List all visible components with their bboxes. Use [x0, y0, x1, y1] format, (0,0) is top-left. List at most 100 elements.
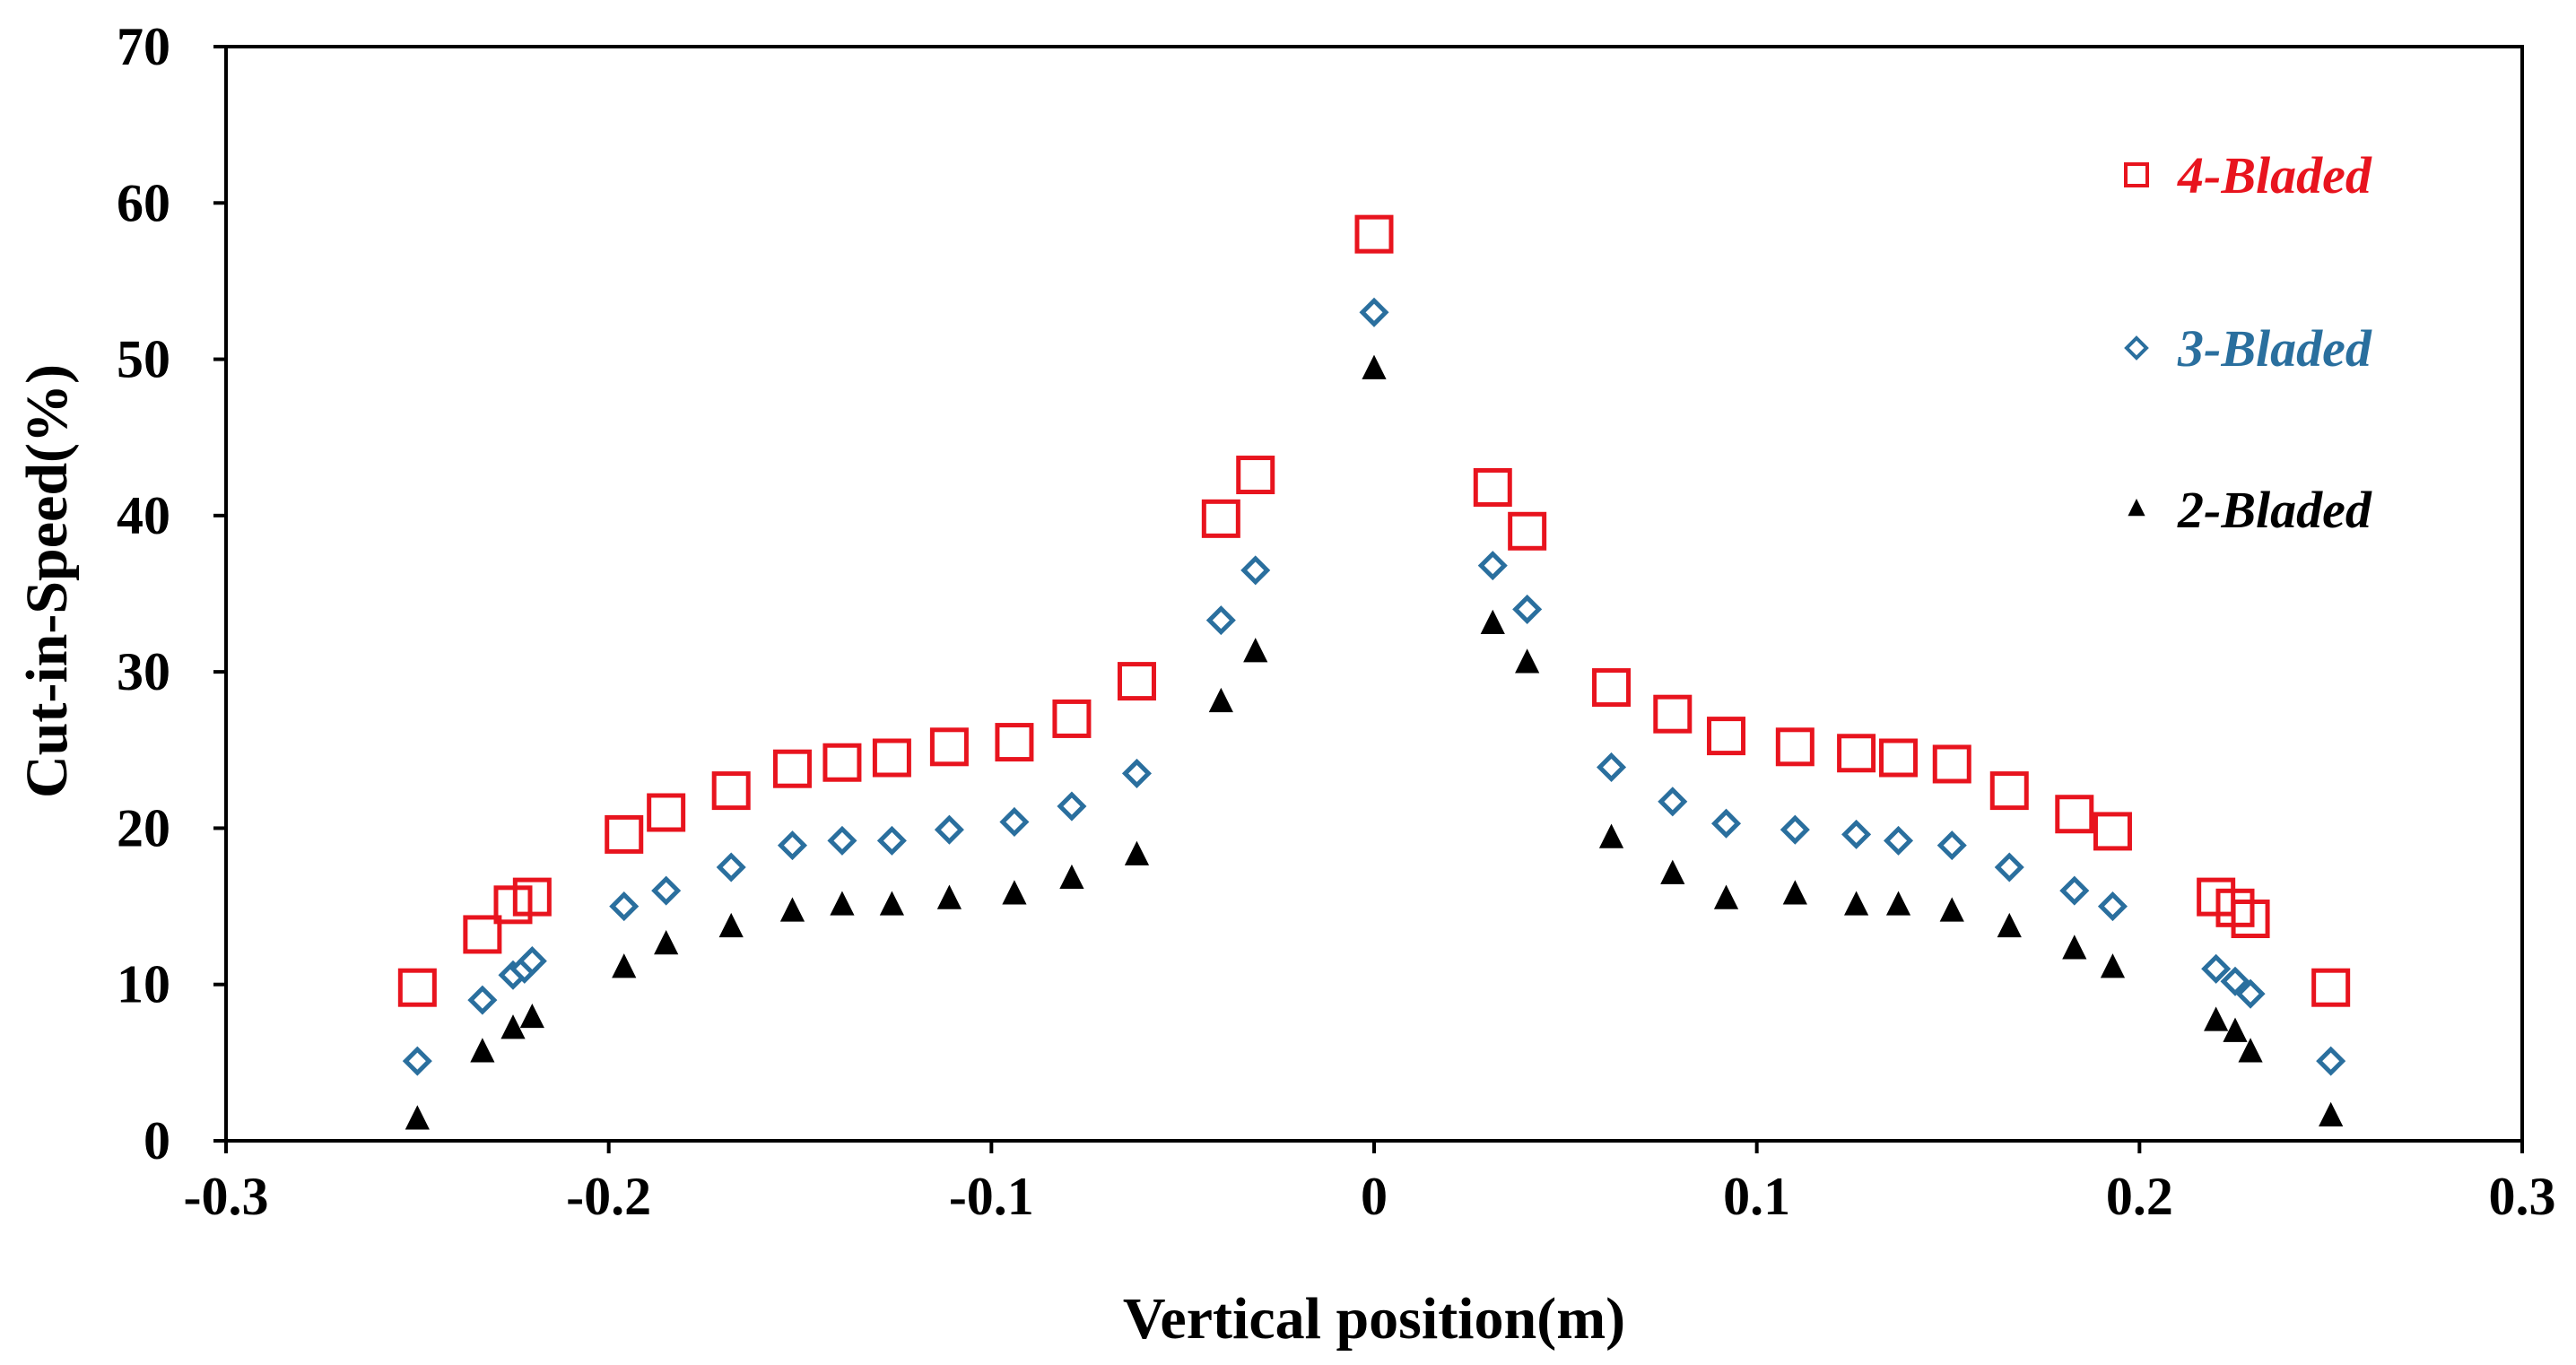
- x-tick-label: -0.3: [184, 1167, 269, 1226]
- data-point: [1117, 662, 1156, 701]
- data-point: [1707, 717, 1746, 756]
- data-point: [2100, 953, 2126, 978]
- data-point: [654, 930, 679, 955]
- data-point: [1775, 727, 1815, 767]
- legend-marker: [2124, 162, 2149, 187]
- data-point: [2231, 900, 2270, 939]
- series-3-bladed: [402, 297, 2346, 1076]
- series-4-bladed: [397, 214, 2351, 1007]
- legend-entry: 2-Bladed: [2128, 481, 2372, 539]
- data-point: [1713, 884, 1739, 909]
- legend-label: 4-Bladed: [2177, 146, 2372, 204]
- data-point: [1596, 752, 1627, 782]
- data-point: [467, 985, 498, 1015]
- y-tick-label: 10: [117, 955, 170, 1014]
- data-point: [876, 825, 907, 856]
- data-point: [718, 912, 744, 938]
- data-point: [711, 771, 751, 811]
- data-point: [1780, 814, 1810, 845]
- data-point: [1208, 687, 1233, 713]
- data-point: [1658, 787, 1688, 817]
- data-point: [934, 814, 964, 845]
- data-point: [822, 743, 862, 782]
- data-point: [397, 968, 437, 1007]
- data-point: [929, 727, 969, 767]
- data-point: [2238, 1038, 2263, 1063]
- y-tick-label: 70: [117, 17, 170, 76]
- y-tick-label: 30: [117, 642, 170, 701]
- axes-layer: -0.3 -0.2 -0.1 0 0.1 0.2 0.3 0 10 20 30 40 50 60 70: [117, 17, 2556, 1226]
- data-point: [1236, 456, 1275, 495]
- data-point: [1201, 499, 1240, 538]
- data-point: [2220, 966, 2250, 996]
- data-point: [402, 1046, 432, 1076]
- data-point: [1240, 555, 1271, 586]
- x-tick-label: 0: [1361, 1167, 1388, 1226]
- data-point: [1362, 354, 1387, 379]
- data-point: [651, 875, 682, 906]
- data-point: [779, 897, 805, 922]
- data-point: [1710, 808, 1742, 839]
- x-tick-label: -0.1: [949, 1167, 1034, 1226]
- data-point: [830, 891, 855, 916]
- data-point: [2093, 812, 2132, 851]
- data-point: [716, 852, 746, 882]
- data-point: [1653, 694, 1693, 734]
- data-point: [1512, 594, 1543, 624]
- data-point: [1932, 744, 1971, 784]
- data-point: [1354, 214, 1394, 254]
- data-point: [995, 723, 1034, 762]
- legend-entry: 3-Bladed: [2124, 319, 2372, 378]
- data-point: [609, 891, 640, 922]
- legend-label: 3-Bladed: [2177, 319, 2372, 378]
- data-point: [512, 877, 552, 917]
- plot-area-border: [224, 45, 2524, 1143]
- data-point: [827, 825, 857, 856]
- legend-label: 2-Bladed: [2177, 481, 2372, 539]
- data-point: [999, 806, 1030, 837]
- data-point: [1837, 734, 1876, 773]
- data-point: [872, 738, 911, 778]
- x-tick-label: 0.1: [1723, 1167, 1790, 1226]
- data-point: [1997, 912, 2022, 938]
- data-point: [1989, 771, 2029, 811]
- data-point: [517, 946, 547, 977]
- data-point: [1936, 830, 1967, 861]
- data-point: [879, 891, 905, 916]
- data-point: [1124, 840, 1150, 865]
- data-point: [647, 793, 686, 832]
- legend-marker: [2124, 335, 2149, 361]
- data-point: [1480, 609, 1505, 634]
- data-point: [2201, 953, 2232, 984]
- data-point: [1359, 297, 1389, 327]
- data-point: [1994, 852, 2024, 882]
- y-tick-label: 50: [117, 330, 170, 389]
- data-point: [1243, 638, 1268, 663]
- data-point: [1205, 605, 1236, 636]
- data-point: [2062, 935, 2087, 960]
- data-point: [2319, 1101, 2344, 1126]
- data-point: [1477, 551, 1508, 581]
- data-point: [2316, 1046, 2346, 1076]
- data-point: [1059, 864, 1084, 890]
- data-point: [2235, 978, 2266, 1009]
- data-point: [519, 1003, 544, 1029]
- legend-marker: [2128, 499, 2145, 517]
- data-point: [500, 1014, 526, 1039]
- y-tick-label: 20: [117, 798, 170, 857]
- data-point: [470, 1038, 495, 1063]
- x-tick-label: -0.2: [566, 1167, 651, 1226]
- y-tick-label: 60: [117, 173, 170, 232]
- data-point: [1002, 880, 1027, 905]
- data-point: [1883, 825, 1914, 856]
- data-point: [1885, 891, 1911, 916]
- x-axis-title: Vertical position(m): [1123, 1286, 1625, 1352]
- y-tick-label: 0: [144, 1111, 170, 1170]
- data-point: [2097, 891, 2128, 922]
- data-point: [605, 814, 644, 854]
- legend: 4-Bladed 3-Bladed 2-Bladed: [2124, 146, 2372, 539]
- data-point: [1515, 648, 1540, 674]
- data-point: [1508, 511, 1547, 551]
